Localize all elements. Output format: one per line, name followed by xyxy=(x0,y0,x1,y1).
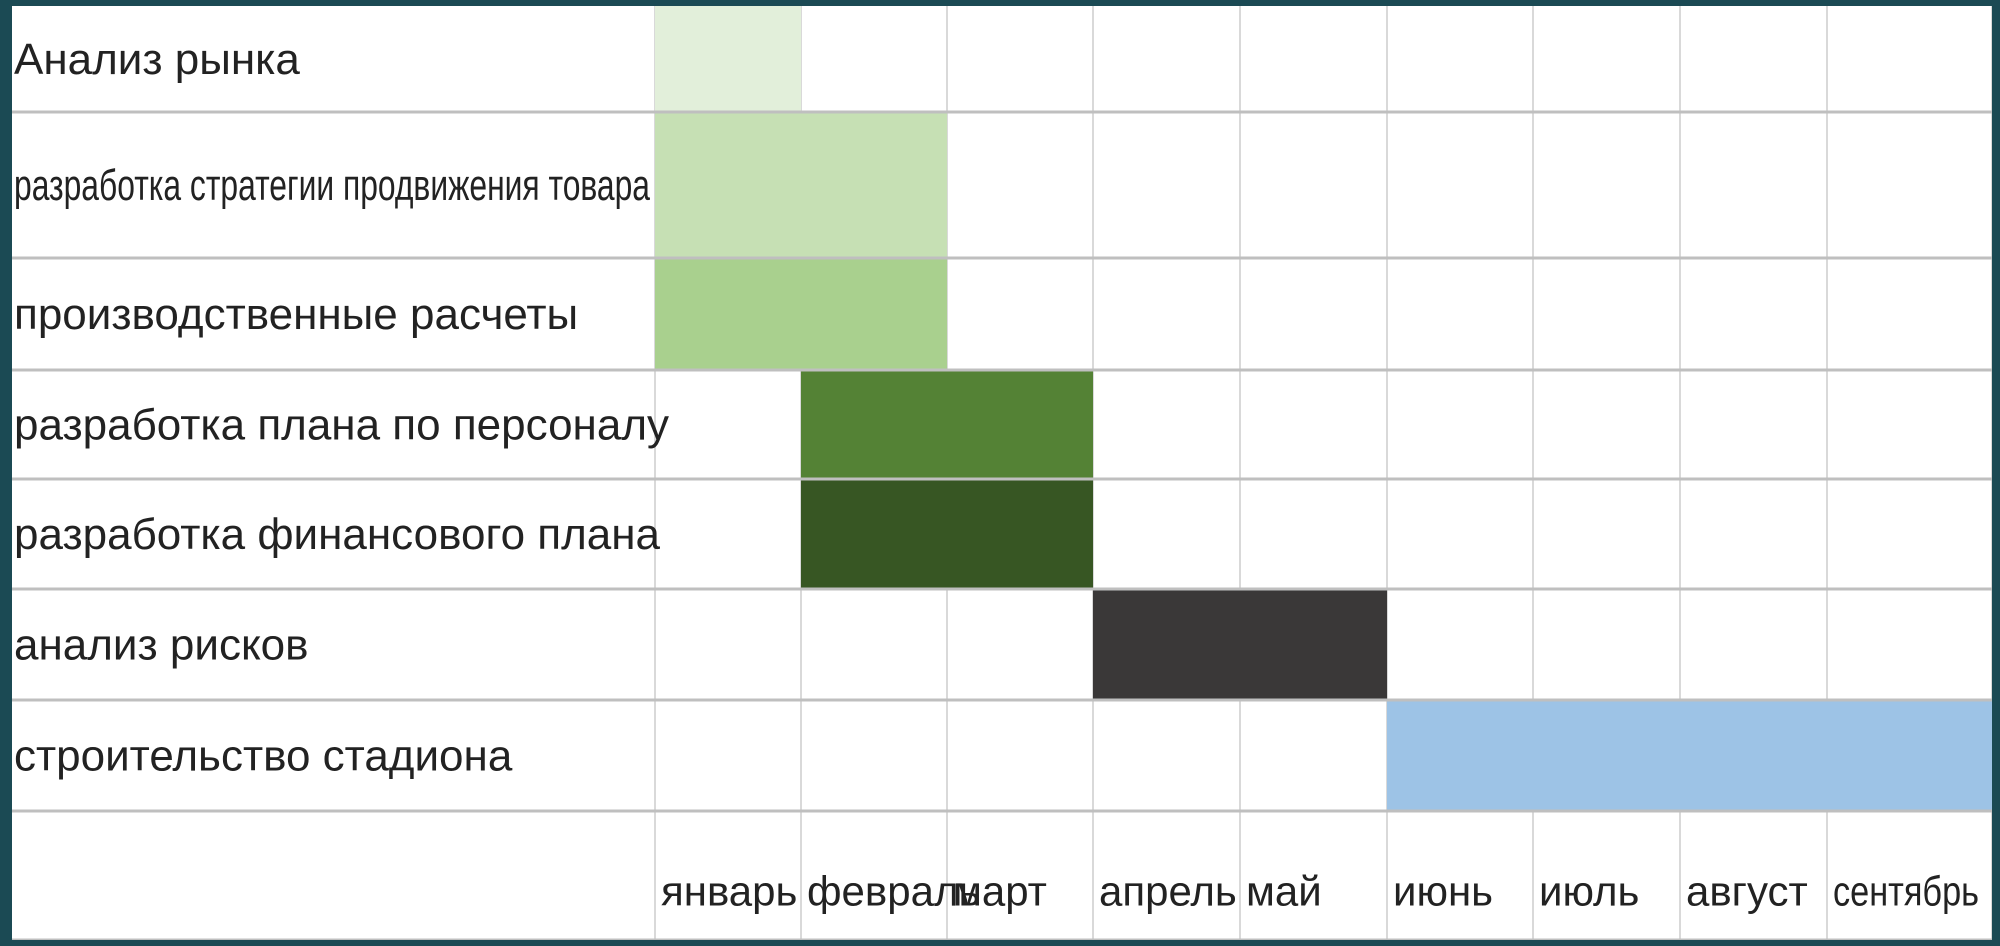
gantt-bar xyxy=(1093,589,1387,700)
gantt-bar xyxy=(655,6,801,112)
task-label: производственные расчеты xyxy=(14,290,578,339)
gantt-bar xyxy=(655,112,947,258)
month-tick-label: февраль xyxy=(807,868,980,915)
task-label: строительство стадиона xyxy=(14,732,513,781)
gantt-chart: Анализ рынка разработка стратегии продвиж… xyxy=(12,6,1992,940)
month-tick-label: апрель xyxy=(1099,868,1237,915)
month-tick-label: июнь xyxy=(1393,868,1493,915)
gantt-bar xyxy=(655,258,947,370)
month-tick-label: январь xyxy=(661,868,797,915)
month-tick-label: март xyxy=(953,868,1047,915)
month-tick-label: май xyxy=(1246,868,1322,915)
gantt-bar xyxy=(801,479,1093,589)
month-tick-label: июль xyxy=(1539,868,1639,915)
gantt-bar xyxy=(801,370,1093,479)
task-label: разработка финансового плана xyxy=(14,510,661,559)
task-label: разработка стратегии продвижения товара xyxy=(14,161,650,210)
task-label: Анализ рынка xyxy=(14,35,300,84)
month-tick-label: август xyxy=(1686,868,1808,915)
gantt-svg: Анализ рынка разработка стратегии продвиж… xyxy=(12,6,1992,940)
task-label: разработка плана по персоналу xyxy=(14,401,669,450)
gantt-bar xyxy=(1387,700,1992,811)
month-tick-label: сентябрь xyxy=(1833,868,1979,915)
task-label: анализ рисков xyxy=(14,621,309,670)
